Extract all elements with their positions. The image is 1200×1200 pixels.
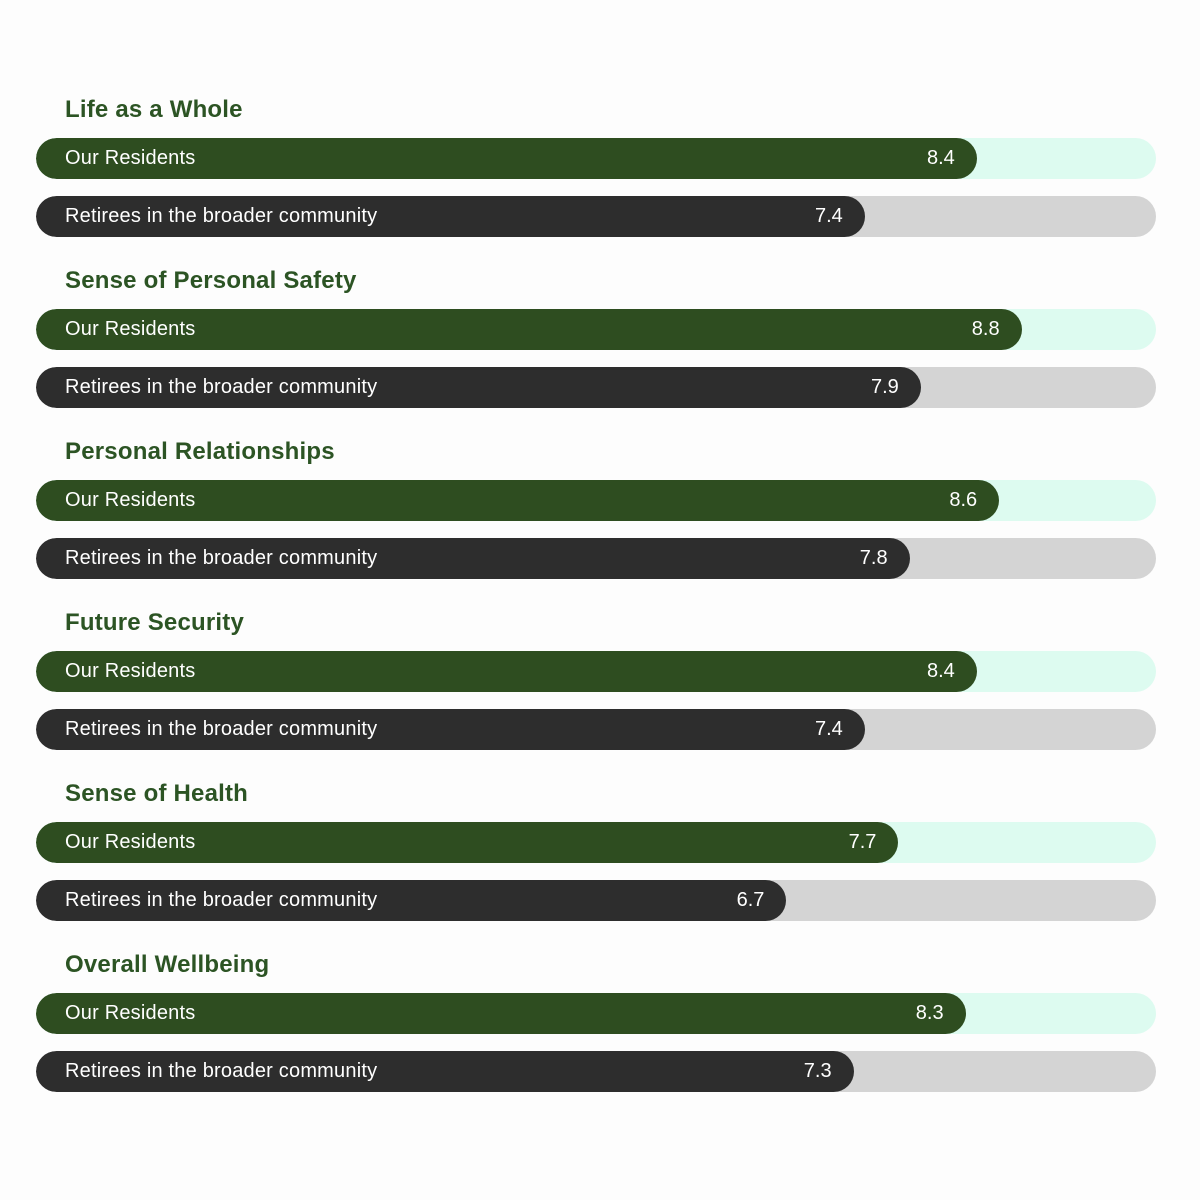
bar-fill-community: Retirees in the broader community 7.4 [36,709,865,750]
bar-fill-residents: Our Residents 8.4 [36,138,977,179]
bar-track-residents: Our Residents 8.4 [36,651,1156,692]
bar-value: 7.3 [803,1060,832,1082]
section-overall-wellbeing: Overall Wellbeing Our Residents 8.3 Reti… [36,950,1156,1092]
series-label: Retirees in the broader community [65,205,378,227]
series-label: Our Residents [65,318,196,340]
bar-value: 8.8 [971,318,1000,340]
bar-track-community: Retirees in the broader community 7.8 [36,538,1156,579]
bar-value: 8.6 [949,489,978,511]
series-label: Our Residents [65,489,196,511]
bar-value: 8.4 [926,660,955,682]
bar-track-community: Retirees in the broader community 7.4 [36,196,1156,237]
series-label: Retirees in the broader community [65,1060,378,1082]
bar-fill-community: Retirees in the broader community 7.3 [36,1051,854,1092]
wellbeing-comparison-chart: Life as a Whole Our Residents 8.4 Retire… [36,95,1156,1092]
category-heading: Overall Wellbeing [65,951,270,978]
section-sense-of-personal-safety: Sense of Personal Safety Our Residents 8… [36,266,1156,408]
bar-value: 8.3 [915,1002,944,1024]
category-heading: Future Security [65,609,245,636]
bar-track-community: Retirees in the broader community 7.4 [36,709,1156,750]
section-sense-of-health: Sense of Health Our Residents 7.7 Retire… [36,779,1156,921]
bar-track-community: Retirees in the broader community 7.9 [36,367,1156,408]
bar-fill-community: Retirees in the broader community 7.9 [36,367,921,408]
section-personal-relationships: Personal Relationships Our Residents 8.6… [36,437,1156,579]
bar-track-residents: Our Residents 8.8 [36,309,1156,350]
series-label: Our Residents [65,1002,196,1024]
bar-fill-residents: Our Residents 8.3 [36,993,966,1034]
bar-value: 7.4 [814,205,843,227]
bar-track-community: Retirees in the broader community 7.3 [36,1051,1156,1092]
category-heading: Sense of Personal Safety [65,267,357,294]
series-label: Our Residents [65,147,196,169]
category-heading: Sense of Health [65,780,249,807]
bar-fill-residents: Our Residents 7.7 [36,822,899,863]
category-heading: Life as a Whole [65,96,243,123]
bar-track-residents: Our Residents 8.6 [36,480,1156,521]
bar-value: 7.9 [870,376,899,398]
bar-fill-community: Retirees in the broader community 6.7 [36,880,787,921]
bar-value: 7.8 [859,547,888,569]
bar-fill-community: Retirees in the broader community 7.8 [36,538,910,579]
bar-track-community: Retirees in the broader community 6.7 [36,880,1156,921]
bar-track-residents: Our Residents 8.3 [36,993,1156,1034]
bar-value: 7.7 [848,831,877,853]
series-label: Retirees in the broader community [65,547,378,569]
series-label: Retirees in the broader community [65,889,378,911]
series-label: Our Residents [65,831,196,853]
bar-fill-residents: Our Residents 8.6 [36,480,1000,521]
category-heading: Personal Relationships [65,438,335,465]
bar-value: 8.4 [926,147,955,169]
section-life-as-a-whole: Life as a Whole Our Residents 8.4 Retire… [36,95,1156,237]
bar-track-residents: Our Residents 8.4 [36,138,1156,179]
bar-fill-residents: Our Residents 8.8 [36,309,1022,350]
bar-value: 6.7 [736,889,765,911]
bar-fill-residents: Our Residents 8.4 [36,651,977,692]
series-label: Retirees in the broader community [65,718,378,740]
series-label: Retirees in the broader community [65,376,378,398]
bar-value: 7.4 [814,718,843,740]
bar-fill-community: Retirees in the broader community 7.4 [36,196,865,237]
section-future-security: Future Security Our Residents 8.4 Retire… [36,608,1156,750]
bar-track-residents: Our Residents 7.7 [36,822,1156,863]
series-label: Our Residents [65,660,196,682]
